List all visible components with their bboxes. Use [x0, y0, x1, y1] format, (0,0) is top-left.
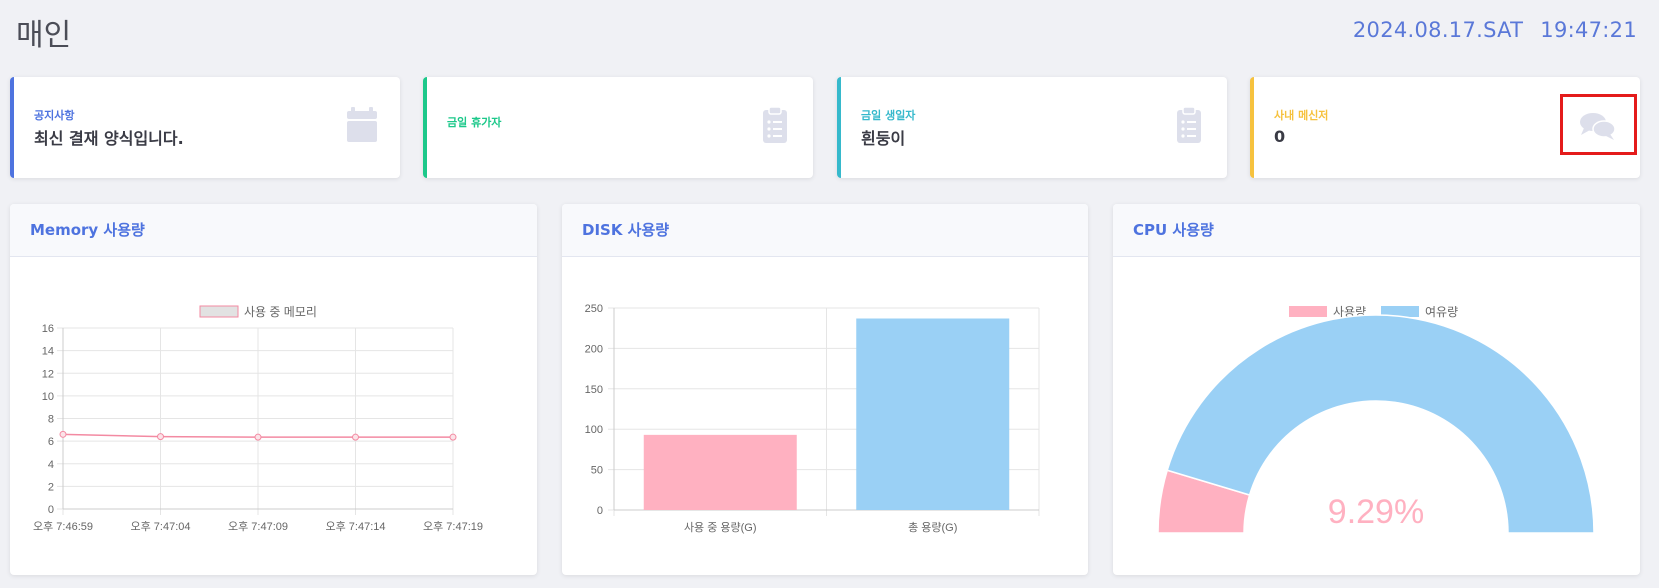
disk-total-bar: [856, 318, 1010, 510]
cpu-panel: CPU 사용량 사용량 여유량 9.29%: [1113, 204, 1640, 575]
current-date: 2024.08.17.SAT: [1352, 18, 1524, 42]
notice-card[interactable]: 공지사항 최신 결재 양식입니다.: [10, 77, 400, 178]
memory-line-chart: 사용 중 메모리 0 2 4 6 8 10 12 14 16 오후 7:46:59 오후 7:47:0…: [33, 305, 483, 533]
memory-point: [157, 433, 164, 441]
current-time: 19:47:21: [1540, 18, 1637, 42]
page-title: 매인: [16, 18, 72, 53]
messenger-value: 0: [1274, 127, 1286, 146]
y-tick-label: 4: [48, 459, 54, 471]
datetime: 2024.08.17.SAT 19:47:21: [1353, 18, 1637, 42]
disk-panel: DISK 사용량 0 50 100 150 200 250 사용 중 용량(G) 총 용량(G…: [562, 204, 1088, 575]
x-tick-label: 사용 중 용량(G): [684, 521, 757, 534]
x-tick-label: 오후 7:47:04: [131, 520, 191, 533]
comments-icon[interactable]: [1578, 105, 1618, 145]
y-tick-label: 200: [585, 343, 603, 355]
y-tick-label: 16: [42, 323, 54, 335]
y-tick-label: 6: [48, 436, 54, 448]
messenger-card[interactable]: 사내 메신저 0: [1250, 77, 1640, 178]
vacation-card[interactable]: 금일 휴가자: [423, 77, 813, 178]
y-tick-label: 0: [48, 504, 54, 516]
cpu-panel-title: CPU 사용량: [1113, 204, 1640, 257]
legend-swatch: [1289, 306, 1327, 317]
cpu-percent-label: 9.29%: [1328, 493, 1424, 531]
clipboard-icon: [763, 106, 787, 143]
vacation-label: 금일 휴가자: [447, 116, 502, 129]
legend-swatch: [1381, 306, 1419, 317]
x-tick-label: 오후 7:47:14: [326, 520, 386, 533]
memory-point: [254, 433, 262, 441]
x-tick-label: 오후 7:47:09: [228, 520, 288, 533]
y-tick-label: 150: [585, 384, 603, 396]
messenger-highlight-box: [1560, 94, 1637, 155]
y-tick-label: 14: [42, 346, 54, 358]
clipboard-icon: [1177, 106, 1201, 143]
birthday-label: 금일 생일자: [861, 109, 916, 122]
legend-swatch: [199, 305, 239, 318]
memory-panel: Memory 사용량 사용 중 메모리 0 2 4 6 8 10 12 14 16 오후 7:46:…: [10, 204, 537, 575]
y-tick-label: 2: [48, 481, 54, 493]
y-tick-label: 12: [42, 368, 54, 380]
x-tick-label: 오후 7:47:19: [423, 520, 483, 533]
memory-point: [449, 433, 457, 441]
birthday-card[interactable]: 금일 생일자 흰둥이: [837, 77, 1227, 178]
birthday-value: 흰둥이: [861, 129, 906, 148]
y-tick-label: 10: [42, 391, 54, 403]
y-tick-label: 8: [48, 414, 54, 426]
disk-bar-chart: 0 50 100 150 200 250 사용 중 용량(G) 총 용량(G): [585, 303, 1040, 534]
memory-panel-title: Memory 사용량: [10, 204, 537, 257]
notice-label: 공지사항: [34, 109, 75, 122]
memory-point: [352, 433, 359, 441]
disk-used-bar: [643, 434, 797, 510]
x-tick-label: 총 용량(G): [908, 521, 957, 534]
legend-label: 사용 중 메모리: [244, 305, 317, 319]
messenger-label: 사내 메신저: [1274, 109, 1329, 122]
y-tick-label: 250: [585, 303, 603, 315]
notice-value: 최신 결재 양식입니다.: [34, 129, 184, 148]
y-tick-label: 0: [597, 505, 603, 517]
disk-panel-title: DISK 사용량: [562, 204, 1088, 257]
x-tick-label: 오후 7:46:59: [33, 520, 93, 533]
cpu-free-slice: [1166, 314, 1595, 534]
calendar-icon: [347, 107, 377, 142]
y-tick-label: 50: [591, 465, 603, 477]
memory-point: [59, 430, 67, 438]
legend-label: 여유량: [1425, 305, 1458, 319]
y-tick-label: 100: [585, 424, 603, 436]
